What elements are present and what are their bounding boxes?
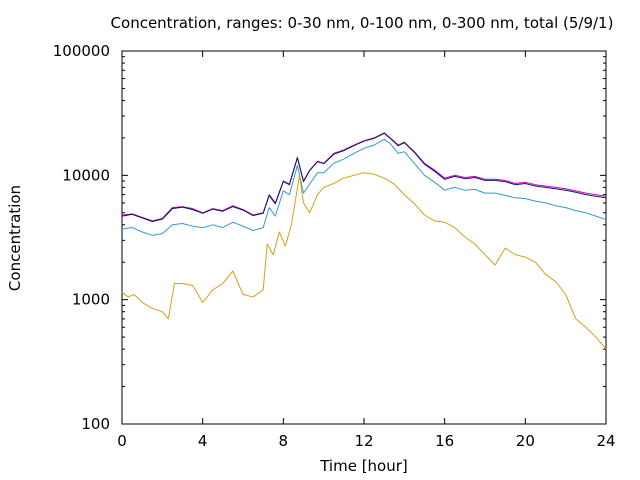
y-tick-label: 100000 — [53, 42, 110, 60]
chart-title: Concentration, ranges: 0-30 nm, 0-100 nm… — [111, 14, 614, 32]
series-lines — [121, 132, 607, 350]
series-line-1 — [121, 132, 607, 222]
x-tick-label: 20 — [516, 432, 535, 450]
series-line-4 — [121, 172, 607, 350]
y-axis-title: Concentration — [6, 185, 24, 291]
x-axis-title: Time [hour] — [319, 457, 408, 475]
plot-area-frame — [121, 50, 607, 425]
x-tick-label: 8 — [279, 432, 289, 450]
x-axis: 0 4 8 12 16 20 24 — [117, 51, 616, 450]
y-tick-label: 100 — [81, 415, 110, 433]
series-line-2 — [121, 132, 607, 222]
x-tick-label: 12 — [354, 432, 373, 450]
y-tick-label: 1000 — [72, 291, 110, 309]
x-tick-label: 24 — [596, 432, 615, 450]
x-tick-label: 16 — [435, 432, 454, 450]
y-tick-label: 10000 — [62, 166, 110, 184]
y-axis: 100 1000 10000 100000 — [53, 42, 606, 433]
x-tick-label: 0 — [117, 432, 127, 450]
series-line-3 — [121, 138, 607, 236]
x-tick-label: 4 — [198, 432, 208, 450]
